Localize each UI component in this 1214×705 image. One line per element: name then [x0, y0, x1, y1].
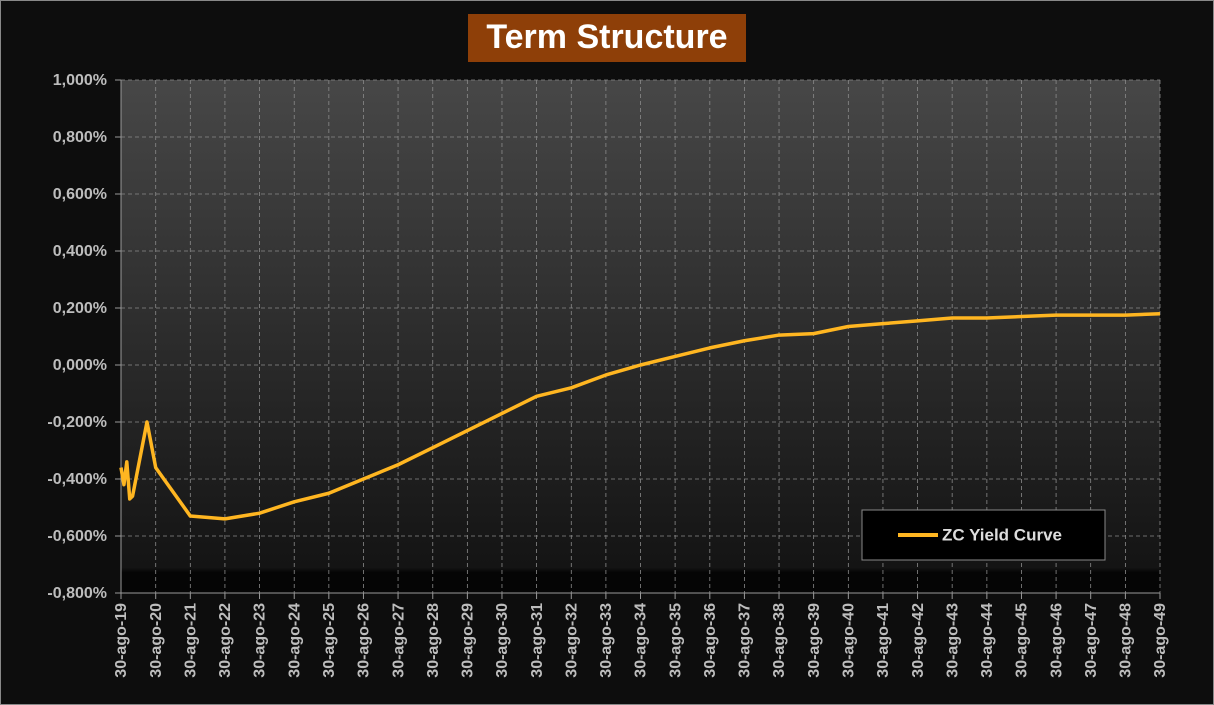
y-tick-label: -0,800%	[47, 585, 107, 602]
x-tick-label: 30-ago-31	[529, 603, 546, 678]
x-tick-label: 30-ago-32	[564, 603, 581, 678]
legend-label: ZC Yield Curve	[942, 525, 1062, 544]
x-tick-label: 30-ago-21	[183, 603, 200, 678]
x-tick-label: 30-ago-27	[390, 603, 407, 678]
x-tick-label: 30-ago-35	[667, 603, 684, 678]
y-tick-label: 1,000%	[53, 72, 107, 89]
x-tick-label: 30-ago-43	[944, 603, 961, 678]
y-tick-label: 0,400%	[53, 243, 107, 260]
x-tick-label: 30-ago-41	[875, 603, 892, 678]
x-tick-label: 30-ago-29	[460, 603, 477, 678]
x-tick-label: 30-ago-34	[633, 603, 650, 678]
data-line	[119, 311, 1161, 521]
x-tick-label: 30-ago-22	[217, 603, 234, 678]
x-tick-label: 30-ago-48	[1118, 603, 1135, 678]
x-tick-label: 30-ago-42	[910, 603, 927, 678]
x-tick-label: 30-ago-45	[1014, 603, 1031, 678]
x-tick-label: 30-ago-44	[979, 603, 996, 678]
y-tick-label: 0,000%	[53, 357, 107, 374]
x-tick-label: 30-ago-26	[356, 603, 373, 678]
x-tick-label: 30-ago-24	[286, 603, 303, 678]
y-tick-label: 0,800%	[53, 129, 107, 146]
x-tick-label: 30-ago-20	[148, 603, 165, 678]
x-tick-label: 30-ago-28	[425, 603, 442, 678]
y-tick-label: -0,400%	[47, 471, 107, 488]
x-tick-label: 30-ago-39	[806, 603, 823, 678]
y-tick-label: -0,200%	[47, 414, 107, 431]
chart-title: Term Structure	[486, 18, 727, 56]
x-tick-label: 30-ago-40	[841, 603, 858, 678]
x-tick-label: 30-ago-30	[494, 603, 511, 678]
title-box	[468, 14, 746, 62]
x-tick-label: 30-ago-19	[113, 603, 130, 678]
x-tick-label: 30-ago-33	[598, 603, 615, 678]
y-tick-label: 0,200%	[53, 300, 107, 317]
x-tick-label: 30-ago-46	[1048, 603, 1065, 678]
y-tick-label: -0,600%	[47, 528, 107, 545]
x-tick-label: 30-ago-49	[1152, 603, 1169, 678]
x-tick-label: 30-ago-37	[737, 603, 754, 678]
x-tick-label: 30-ago-38	[771, 603, 788, 678]
x-tick-label: 30-ago-23	[252, 603, 269, 678]
x-tick-label: 30-ago-36	[702, 603, 719, 678]
y-tick-label: 0,600%	[53, 186, 107, 203]
x-tick-label: 30-ago-47	[1083, 603, 1100, 678]
x-tick-label: 30-ago-25	[321, 603, 338, 678]
